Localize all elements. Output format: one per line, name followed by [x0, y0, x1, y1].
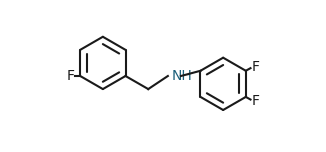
Text: NH: NH	[172, 69, 193, 83]
Text: F: F	[252, 94, 259, 108]
Text: F: F	[67, 69, 74, 83]
Text: F: F	[252, 60, 259, 74]
